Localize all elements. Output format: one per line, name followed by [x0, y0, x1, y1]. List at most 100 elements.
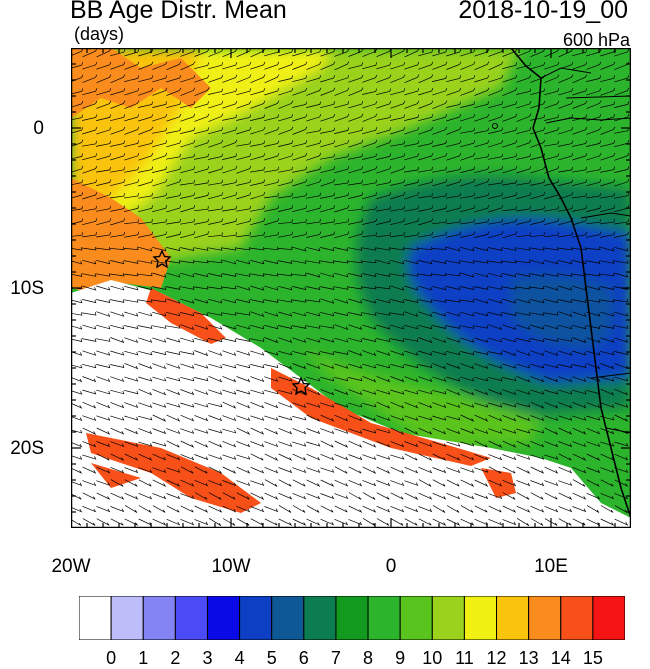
- wind-barb: [236, 153, 252, 161]
- wind-barb: [474, 505, 488, 513]
- wind-barb: [334, 479, 349, 487]
- wind-barb: [194, 402, 209, 408]
- wind-barb: [530, 273, 545, 277]
- wind-barb: [82, 401, 97, 409]
- wind-barb: [460, 246, 475, 252]
- wind-barb: [376, 338, 391, 342]
- wind-barb: [614, 231, 630, 238]
- wind-barb: [432, 492, 447, 500]
- wind-barb: [348, 324, 363, 330]
- wind-barb: [82, 192, 98, 200]
- wind-barb: [586, 152, 602, 161]
- wind-barb: [404, 88, 420, 96]
- lat-tick-label: 10S: [10, 278, 44, 299]
- wind-barb: [362, 100, 378, 109]
- wind-barb: [586, 453, 601, 461]
- wind-barb: [194, 389, 209, 396]
- wind-barb: [418, 218, 434, 226]
- wind-barb: [474, 231, 490, 238]
- wind-barb: [446, 453, 461, 461]
- wind-barb: [82, 518, 96, 526]
- wind-barb: [236, 466, 251, 474]
- wind-barb: [600, 192, 615, 199]
- wind-barb: [222, 114, 238, 121]
- wind-barb: [208, 312, 223, 316]
- wind-barb: [166, 414, 181, 422]
- wind-barb: [71, 441, 83, 448]
- wind-barb: [614, 493, 629, 500]
- wind-barb: [334, 204, 350, 213]
- wind-barb: [278, 376, 293, 382]
- wind-barb: [96, 48, 112, 58]
- wind-barb: [82, 218, 98, 226]
- wind-barb: [432, 285, 447, 291]
- star-marker: [152, 249, 172, 269]
- wind-barb: [516, 480, 531, 487]
- wind-barb: [264, 466, 279, 474]
- wind-barb: [264, 153, 280, 161]
- wind-barb: [390, 179, 406, 186]
- wind-barb: [558, 427, 573, 435]
- wind-barb: [614, 113, 630, 122]
- wind-barb: [320, 127, 336, 134]
- wind-barb: [600, 467, 615, 474]
- wind-barb: [138, 87, 154, 96]
- wind-barb: [614, 178, 630, 187]
- wind-barb: [250, 191, 266, 200]
- wind-barb: [320, 518, 335, 526]
- wind-barb: [194, 48, 210, 57]
- wind-barb: [306, 325, 321, 329]
- wind-barb: [292, 87, 308, 96]
- wind-barb: [278, 299, 293, 303]
- wind-barb: [222, 338, 237, 342]
- wind-barb: [600, 140, 616, 148]
- wind-barb: [390, 505, 405, 513]
- wind-barb: [236, 505, 251, 513]
- wind-barb: [488, 139, 504, 148]
- wind-barb: [208, 62, 224, 70]
- wind-barb: [222, 74, 238, 83]
- wind-barb: [250, 401, 265, 409]
- wind-barb: [320, 467, 335, 473]
- wind-barb: [236, 100, 252, 109]
- wind-barb: [82, 376, 97, 383]
- wind-barb: [138, 299, 153, 303]
- wind-barb: [306, 363, 321, 370]
- wind-barb: [432, 505, 446, 513]
- wind-barb: [250, 466, 265, 474]
- wind-barb: [586, 126, 602, 135]
- wind-barb: [488, 179, 503, 186]
- wind-barb: [152, 87, 168, 96]
- wind-barb: [431, 219, 447, 225]
- wind-barb: [292, 101, 308, 108]
- wind-barb: [236, 205, 251, 212]
- wind-barb: [488, 259, 503, 264]
- wind-barb: [306, 101, 322, 108]
- wind-barb: [152, 428, 167, 435]
- wind-barb: [208, 505, 223, 513]
- wind-barb: [614, 402, 629, 408]
- wind-barb: [264, 140, 280, 147]
- wind-barb: [222, 505, 237, 513]
- wind-barb: [208, 74, 224, 83]
- wind-barb: [71, 260, 83, 265]
- wind-barb: [320, 298, 335, 304]
- wind-barb: [614, 467, 629, 473]
- wind-barb: [208, 139, 224, 148]
- wind-barb: [334, 454, 349, 461]
- wind-barb: [124, 285, 139, 291]
- field-green-bright: [301, 348, 541, 448]
- wind-barb: [502, 74, 518, 83]
- wind-barb: [166, 140, 182, 148]
- wind-barb: [390, 427, 405, 436]
- wind-barb: [404, 205, 419, 212]
- wind-barb: [292, 49, 308, 57]
- wind-barb: [600, 505, 614, 513]
- wind-barb: [390, 165, 406, 174]
- wind-barb: [110, 427, 125, 435]
- wind-barb: [418, 179, 434, 187]
- wind-barb: [194, 113, 210, 122]
- wind-barb: [418, 273, 433, 277]
- wind-barb: [572, 466, 587, 474]
- wind-barb: [124, 75, 140, 82]
